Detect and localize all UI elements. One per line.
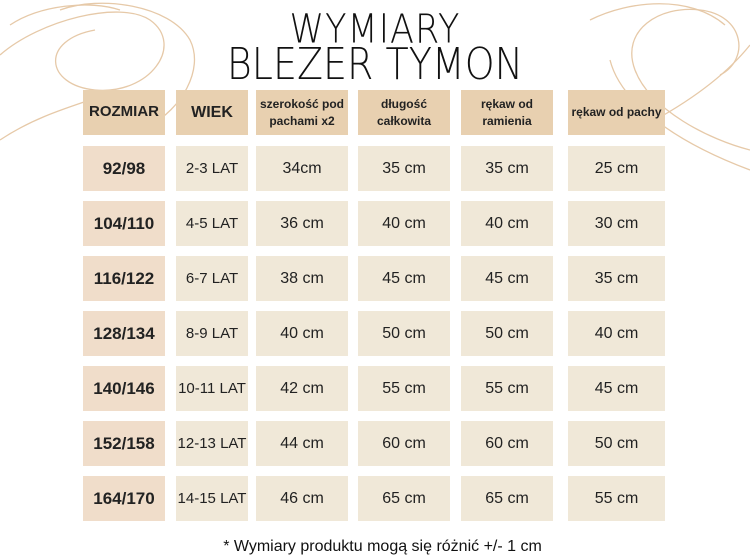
total-length-cell: 35 cm (358, 146, 450, 191)
header-sleeve-armpit: rękaw od pachy (568, 90, 665, 135)
age-cell: 12-13 LAT (176, 421, 248, 466)
age-cell: 4-5 LAT (176, 201, 248, 246)
header-total-length: długość całkowita (358, 90, 450, 135)
size-cell: 164/170 (83, 476, 165, 521)
sleeve-shoulder-cell: 45 cm (461, 256, 553, 301)
total-length-cell: 40 cm (358, 201, 450, 246)
sleeve-shoulder-cell: 50 cm (461, 311, 553, 356)
size-cell: 92/98 (83, 146, 165, 191)
total-length-cell: 45 cm (358, 256, 450, 301)
age-cell: 10-11 LAT (176, 366, 248, 411)
total-length-cell: 50 cm (358, 311, 450, 356)
chest-width-cell: 46 cm (256, 476, 348, 521)
sleeve-armpit-cell: 50 cm (568, 421, 665, 466)
total-length-cell: 55 cm (358, 366, 450, 411)
sleeve-shoulder-cell: 35 cm (461, 146, 553, 191)
sleeve-shoulder-cell: 65 cm (461, 476, 553, 521)
size-cell: 104/110 (83, 201, 165, 246)
sleeve-armpit-cell: 40 cm (568, 311, 665, 356)
age-cell: 14-15 LAT (176, 476, 248, 521)
chest-width-cell: 36 cm (256, 201, 348, 246)
chest-width-cell: 34cm (256, 146, 348, 191)
page-title-line-1: WYMIARY (289, 7, 461, 53)
age-cell: 8-9 LAT (176, 311, 248, 356)
sleeve-shoulder-cell: 40 cm (461, 201, 553, 246)
age-cell: 6-7 LAT (176, 256, 248, 301)
sleeve-shoulder-cell: 55 cm (461, 366, 553, 411)
chest-width-cell: 44 cm (256, 421, 348, 466)
total-length-cell: 65 cm (358, 476, 450, 521)
sleeve-armpit-cell: 45 cm (568, 366, 665, 411)
sleeve-armpit-cell: 35 cm (568, 256, 665, 301)
chest-width-cell: 42 cm (256, 366, 348, 411)
size-cell: 116/122 (83, 256, 165, 301)
age-cell: 2-3 LAT (176, 146, 248, 191)
chest-width-cell: 38 cm (256, 256, 348, 301)
size-cell: 128/134 (83, 311, 165, 356)
sleeve-armpit-cell: 25 cm (568, 146, 665, 191)
chest-width-cell: 40 cm (256, 311, 348, 356)
footnote: * Wymiary produktu mogą się różnić +/- 1… (223, 538, 542, 555)
header-size: ROZMIAR (83, 90, 165, 135)
page-title-line-2: BLEZER TYMON (226, 38, 524, 90)
size-cell: 140/146 (83, 366, 165, 411)
sleeve-armpit-cell: 30 cm (568, 201, 665, 246)
sleeve-armpit-cell: 55 cm (568, 476, 665, 521)
header-chest-width: szerokość pod pachami x2 (256, 90, 348, 135)
header-age: WIEK (176, 90, 248, 135)
decorative-swirl-left (0, 2, 196, 141)
size-cell: 152/158 (83, 421, 165, 466)
decorative-swirl-right (589, 3, 750, 171)
sleeve-shoulder-cell: 60 cm (461, 421, 553, 466)
total-length-cell: 60 cm (358, 421, 450, 466)
header-sleeve-shoulder: rękaw od ramienia (461, 90, 553, 135)
